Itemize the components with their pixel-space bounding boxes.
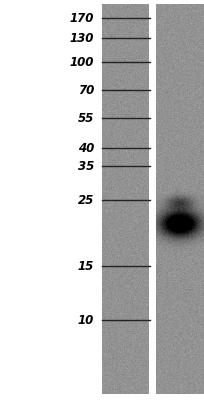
Text: 25: 25 bbox=[78, 194, 94, 206]
Bar bbox=[150, 4, 156, 394]
Text: 35: 35 bbox=[78, 160, 94, 172]
Text: 40: 40 bbox=[78, 142, 94, 154]
Text: 70: 70 bbox=[78, 84, 94, 96]
Text: 10: 10 bbox=[78, 314, 94, 326]
Text: 170: 170 bbox=[70, 12, 94, 24]
Text: 130: 130 bbox=[70, 32, 94, 44]
Text: 55: 55 bbox=[78, 112, 94, 124]
Text: 100: 100 bbox=[70, 56, 94, 68]
Text: 15: 15 bbox=[78, 260, 94, 272]
